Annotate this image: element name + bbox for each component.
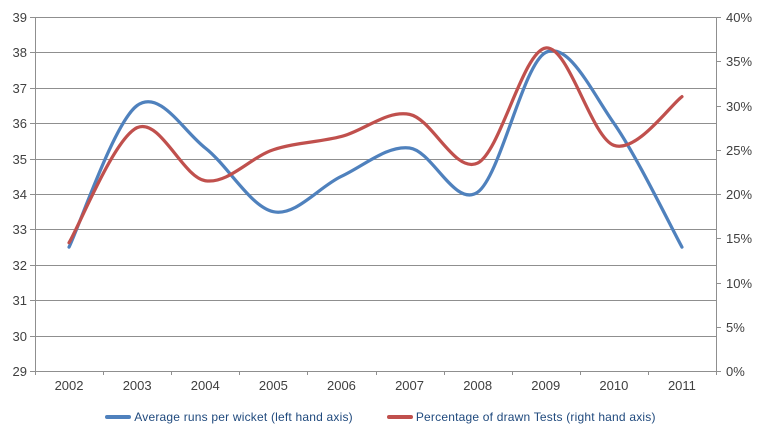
svg-text:2005: 2005 — [259, 378, 288, 393]
svg-text:5%: 5% — [726, 320, 745, 335]
svg-text:2007: 2007 — [395, 378, 424, 393]
svg-text:2003: 2003 — [123, 378, 152, 393]
svg-text:29: 29 — [13, 364, 27, 379]
svg-text:39: 39 — [13, 10, 27, 25]
legend-swatch-blue-line — [105, 415, 132, 419]
legend-item-drawn-tests: Percentage of drawn Tests (right hand ax… — [386, 410, 656, 424]
svg-text:2004: 2004 — [191, 378, 220, 393]
legend-label-drawn-tests: Percentage of drawn Tests (right hand ax… — [415, 410, 656, 424]
legend-item-runs-per-wicket: Average runs per wicket (left hand axis) — [105, 410, 353, 424]
legend-label-runs-per-wicket: Average runs per wicket (left hand axis) — [134, 410, 353, 424]
svg-text:2011: 2011 — [668, 378, 696, 393]
svg-text:37: 37 — [13, 81, 27, 96]
svg-text:2008: 2008 — [463, 378, 492, 393]
svg-text:33: 33 — [13, 222, 27, 237]
chart-legend: Average runs per wicket (left hand axis)… — [0, 404, 761, 430]
svg-text:15%: 15% — [726, 231, 752, 246]
svg-text:2006: 2006 — [327, 378, 356, 393]
svg-text:34: 34 — [13, 187, 27, 202]
svg-text:2002: 2002 — [55, 378, 84, 393]
svg-text:2009: 2009 — [531, 378, 560, 393]
svg-text:32: 32 — [13, 258, 27, 273]
legend-swatch-red-line — [386, 415, 413, 419]
svg-text:10%: 10% — [726, 276, 752, 291]
svg-text:30: 30 — [13, 329, 27, 344]
svg-text:35: 35 — [13, 152, 27, 167]
svg-text:31: 31 — [13, 293, 27, 308]
svg-text:35%: 35% — [726, 54, 752, 69]
svg-text:30%: 30% — [726, 99, 752, 114]
svg-text:20%: 20% — [726, 187, 752, 202]
svg-text:2010: 2010 — [599, 378, 628, 393]
svg-text:36: 36 — [13, 116, 27, 131]
svg-text:25%: 25% — [726, 143, 752, 158]
svg-text:38: 38 — [13, 45, 27, 60]
svg-text:40%: 40% — [726, 10, 752, 25]
svg-text:0%: 0% — [726, 364, 745, 379]
